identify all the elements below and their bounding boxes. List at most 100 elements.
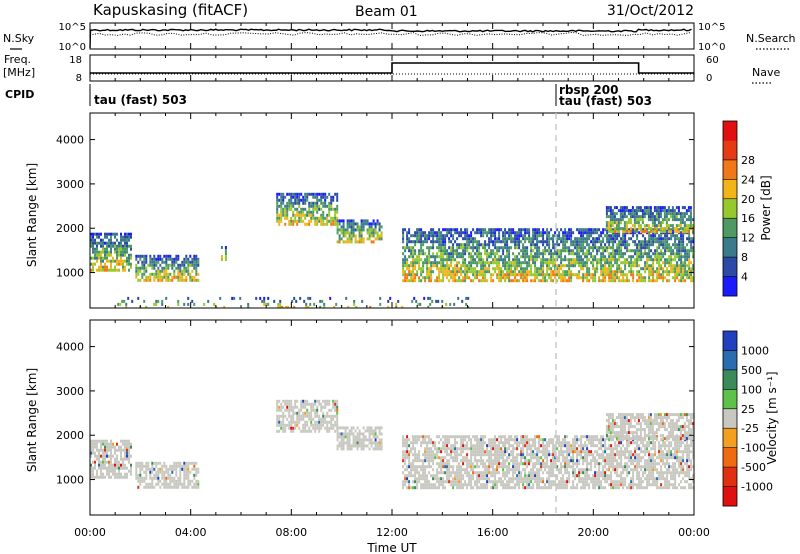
range-gate-cell xyxy=(516,255,519,259)
range-gate-cell xyxy=(143,464,146,468)
range-gate-cell xyxy=(640,276,643,280)
range-gate-cell xyxy=(671,212,674,216)
range-gate-cell xyxy=(422,459,425,463)
range-gate-cell xyxy=(496,447,499,451)
range-gate-cell xyxy=(408,255,411,259)
range-gate-cell xyxy=(418,450,421,454)
range-gate-cell xyxy=(306,213,309,217)
range-gate-cell xyxy=(675,212,678,216)
range-gate-cell xyxy=(306,399,309,403)
range-gate-cell xyxy=(516,246,519,250)
range-gate-cell xyxy=(366,444,369,448)
range-gate-cell xyxy=(348,435,351,439)
range-gate-cell xyxy=(600,252,603,256)
range-gate-cell xyxy=(678,228,681,232)
range-gate-cell xyxy=(490,459,493,463)
range-gate-cell xyxy=(460,459,463,463)
range-gate-cell xyxy=(560,261,563,265)
range-gate-cell xyxy=(484,240,487,244)
range-gate-cell xyxy=(608,267,611,271)
nave-label: Nave xyxy=(752,66,780,79)
range-gate-cell xyxy=(454,474,457,478)
range-gate-cell xyxy=(488,480,491,484)
range-gate-cell xyxy=(102,265,104,269)
range-gate-cell xyxy=(280,420,283,424)
range-gate-cell xyxy=(522,444,525,448)
range-gate-cell xyxy=(276,423,279,427)
range-gate-cell xyxy=(94,250,96,254)
range-gate-cell xyxy=(638,252,641,256)
range-gate-cell xyxy=(441,299,444,303)
range-gate-cell xyxy=(112,244,114,248)
range-gate-cell xyxy=(504,444,507,448)
range-gate-cell xyxy=(122,265,124,269)
range-gate-cell xyxy=(677,212,680,216)
range-gate-cell xyxy=(314,399,317,403)
range-gate-cell xyxy=(362,447,365,451)
range-gate-cell xyxy=(94,454,96,458)
range-gate-cell xyxy=(518,243,521,247)
range-gate-cell xyxy=(604,261,607,265)
range-gate-cell xyxy=(98,475,100,479)
range-gate-cell xyxy=(600,273,603,277)
range-gate-cell xyxy=(372,219,375,223)
range-gate-cell xyxy=(492,444,495,448)
range-gate-cell xyxy=(155,275,158,279)
range-gate-cell xyxy=(472,261,475,265)
range-gate-cell xyxy=(663,227,666,231)
range-gate-cell xyxy=(167,470,170,474)
range-gate-cell xyxy=(514,456,517,460)
range-gate-cell xyxy=(370,429,373,433)
range-gate-cell xyxy=(446,471,449,475)
range-gate-cell xyxy=(510,444,513,448)
range-gate-cell xyxy=(629,218,632,222)
range-gate-cell xyxy=(300,207,303,211)
range-gate-cell xyxy=(128,268,130,272)
range-gate-cell xyxy=(470,462,473,466)
range-gate-cell xyxy=(600,270,603,274)
range-gate-cell xyxy=(412,435,415,439)
range-gate-cell xyxy=(631,224,634,228)
range-gate-cell xyxy=(542,270,545,274)
colorbar-segment xyxy=(723,237,737,258)
range-gate-cell xyxy=(135,269,138,273)
range-gate-cell xyxy=(510,228,513,232)
range-gate-cell xyxy=(678,267,681,271)
range-gate-cell xyxy=(600,267,603,271)
range-gate-cell xyxy=(175,482,178,486)
range-gate-cell xyxy=(163,254,166,258)
range-gate-cell xyxy=(294,405,297,409)
range-gate-cell xyxy=(528,261,531,265)
range-gate-cell xyxy=(476,477,479,481)
range-gate-cell xyxy=(149,257,152,261)
range-gate-cell xyxy=(412,459,415,463)
range-gate-cell xyxy=(358,237,361,241)
range-gate-cell xyxy=(350,447,353,451)
range-gate-cell xyxy=(456,267,459,271)
range-gate-cell xyxy=(514,273,517,277)
range-gate-cell xyxy=(155,470,158,474)
range-gate-cell xyxy=(516,474,519,478)
range-gate-cell xyxy=(141,254,144,258)
range-gate-cell xyxy=(622,261,625,265)
range-gate-cell xyxy=(404,270,407,274)
range-gate-cell xyxy=(438,441,441,445)
range-gate-cell xyxy=(506,252,509,256)
range-gate-cell xyxy=(102,256,104,260)
range-gate-cell xyxy=(488,252,491,256)
range-gate-cell xyxy=(450,270,453,274)
range-gate-cell xyxy=(376,435,379,439)
range-gate-cell xyxy=(578,255,581,259)
range-gate-cell xyxy=(614,234,617,238)
range-gate-cell xyxy=(139,254,142,258)
range-gate-cell xyxy=(151,263,154,267)
range-gate-cell xyxy=(674,270,677,274)
range-gate-cell xyxy=(476,450,479,454)
range-gate-cell xyxy=(284,423,287,427)
range-gate-cell xyxy=(428,279,431,283)
range-gate-cell xyxy=(576,246,579,250)
range-gate-cell xyxy=(618,252,621,256)
range-gate-cell xyxy=(625,221,628,225)
range-gate-cell xyxy=(528,441,531,445)
range-gate-cell xyxy=(544,462,547,466)
